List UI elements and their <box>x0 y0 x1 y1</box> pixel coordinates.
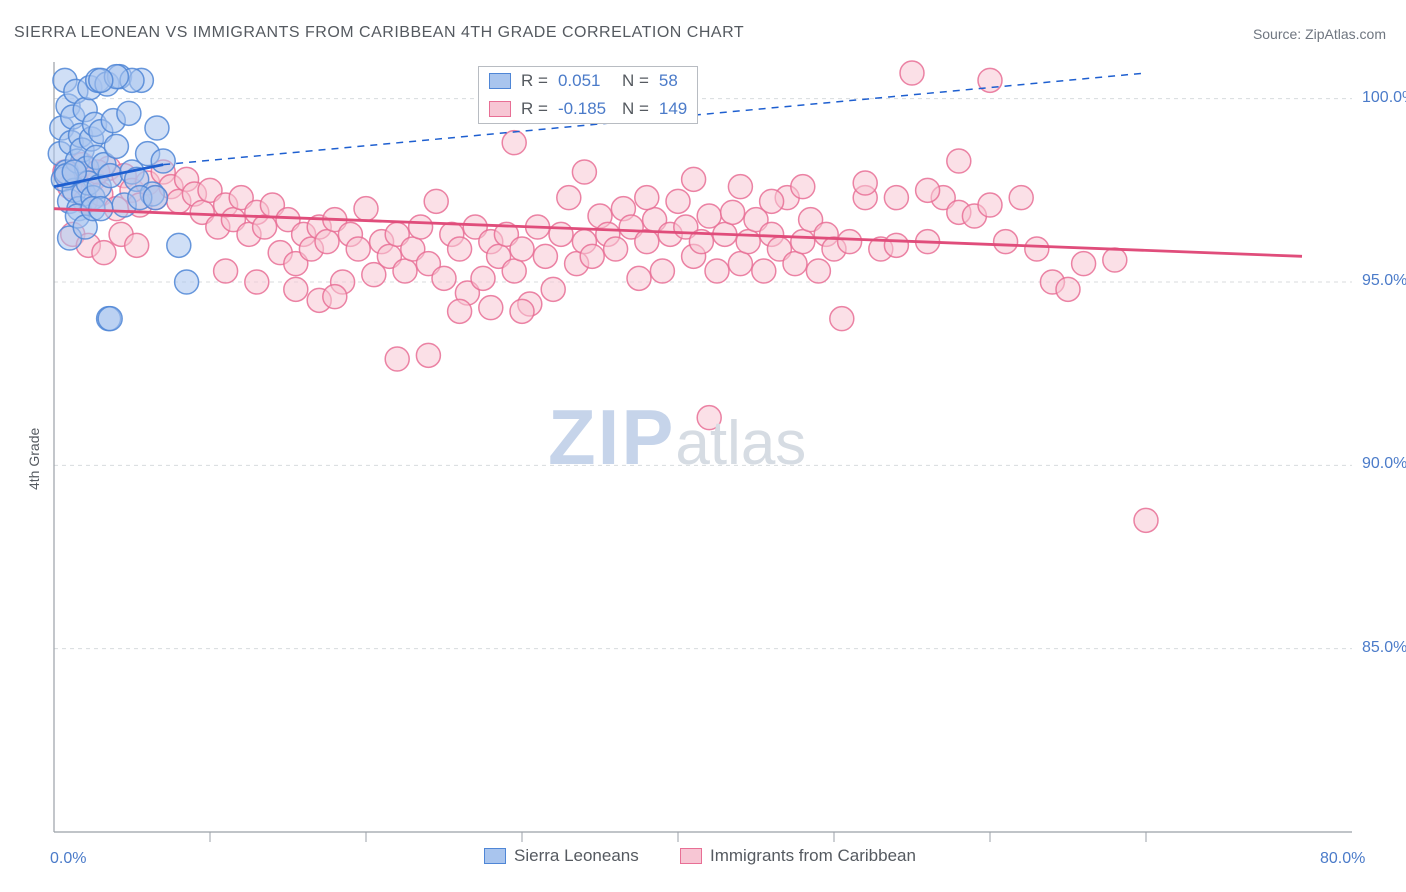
legend-item-1: Sierra Leoneans <box>484 846 639 866</box>
source-label: Source: ZipAtlas.com <box>1253 26 1386 42</box>
r-value-2: -0.185 <box>558 99 612 119</box>
swatch-legend-2 <box>680 848 702 864</box>
swatch-series2 <box>489 101 511 117</box>
y-axis-label: 4th Grade <box>26 428 42 490</box>
chart-title: SIERRA LEONEAN VS IMMIGRANTS FROM CARIBB… <box>14 24 744 42</box>
tick-label: 100.0% <box>1362 89 1406 107</box>
tick-label: 90.0% <box>1362 455 1406 473</box>
n-value-1: 58 <box>659 71 678 91</box>
r-label-1: R = <box>521 71 548 91</box>
tick-label: 0.0% <box>50 850 86 868</box>
r-value-1: 0.051 <box>558 71 612 91</box>
legend-label-1: Sierra Leoneans <box>514 846 639 866</box>
tick-label: 85.0% <box>1362 639 1406 657</box>
correlation-row-2: R = -0.185 N = 149 <box>479 95 697 123</box>
tick-label: 80.0% <box>1320 850 1365 868</box>
scatter-chart <box>0 0 1406 892</box>
r-label-2: R = <box>521 99 548 119</box>
swatch-legend-1 <box>484 848 506 864</box>
legend-label-2: Immigrants from Caribbean <box>710 846 916 866</box>
correlation-row-1: R = 0.051 N = 58 <box>479 67 697 95</box>
tick-label: 95.0% <box>1362 272 1406 290</box>
n-label-1: N = <box>622 71 649 91</box>
legend-item-2: Immigrants from Caribbean <box>680 846 916 866</box>
n-value-2: 149 <box>659 99 687 119</box>
swatch-series1 <box>489 73 511 89</box>
n-label-2: N = <box>622 99 649 119</box>
correlation-box: R = 0.051 N = 58 R = -0.185 N = 149 <box>478 66 698 124</box>
